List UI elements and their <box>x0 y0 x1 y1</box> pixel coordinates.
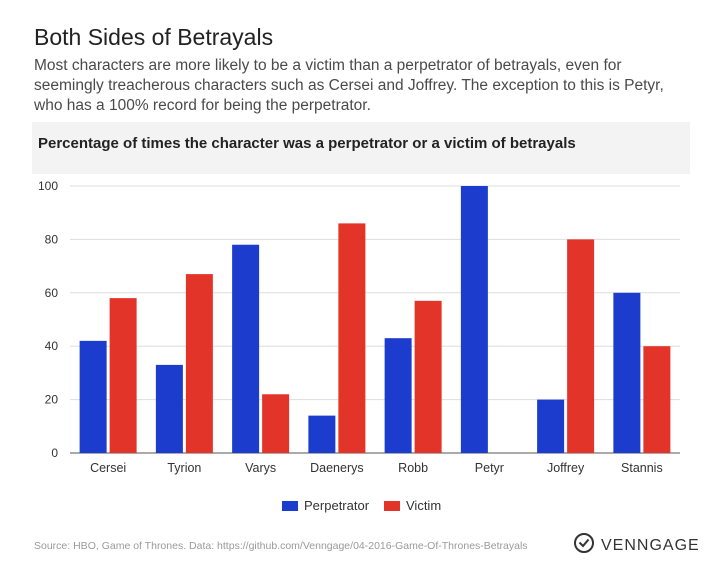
brand-logo: VENNGAGE <box>573 532 700 559</box>
legend-swatch-perpetrator <box>282 500 298 511</box>
x-tick-label: Robb <box>398 461 428 475</box>
bar-perpetrator-petyr <box>460 186 488 453</box>
bar-perpetrator-cersei <box>79 340 107 453</box>
legend-item-victim: Victim <box>384 498 441 513</box>
y-tick-label: 80 <box>45 232 59 246</box>
venngage-check-icon <box>573 532 595 559</box>
x-tick-label: Joffrey <box>547 461 585 475</box>
bar-victim-varys <box>262 394 290 453</box>
bar-victim-robb <box>414 300 442 453</box>
bar-victim-cersei <box>109 298 137 453</box>
legend-item-perpetrator: Perpetrator <box>282 498 369 513</box>
source-note: Source: HBO, Game of Thrones. Data: http… <box>34 540 528 552</box>
bar-victim-stannis <box>643 346 671 453</box>
y-tick-label: 0 <box>51 446 58 460</box>
bar-victim-tyrion <box>185 274 213 453</box>
bar-perpetrator-stannis <box>613 292 641 453</box>
x-tick-label: Cersei <box>90 461 126 475</box>
legend-label-victim: Victim <box>406 498 442 513</box>
y-tick-label: 100 <box>38 179 58 193</box>
chart-title: Percentage of times the character was a … <box>38 135 576 152</box>
bar-victim-daenerys <box>338 223 366 453</box>
bar-perpetrator-varys <box>232 244 260 453</box>
legend-swatch-victim <box>384 500 400 511</box>
legend-label-perpetrator: Perpetrator <box>304 498 370 513</box>
x-tick-label: Stannis <box>621 461 663 475</box>
chart-header: Percentage of times the character was a … <box>32 122 690 174</box>
bar-perpetrator-joffrey <box>537 399 565 453</box>
y-tick-label: 60 <box>45 286 59 300</box>
chart-legend: Perpetrator Victim <box>0 498 720 514</box>
bar-perpetrator-robb <box>384 338 412 453</box>
bar-perpetrator-daenerys <box>308 415 336 453</box>
x-tick-label: Petyr <box>475 461 504 475</box>
y-tick-label: 40 <box>45 339 59 353</box>
brand-name: VENNGAGE <box>601 536 700 554</box>
bar-perpetrator-tyrion <box>155 364 183 453</box>
x-tick-label: Varys <box>245 461 276 475</box>
page-title: Both Sides of Betrayals <box>34 24 274 50</box>
bar-victim-joffrey <box>567 239 595 453</box>
bar-chart: 0 20 40 60 80 100 Cersei Tyrion Varys Daenerys Rob… <box>38 179 680 475</box>
y-tick-label: 20 <box>45 393 59 407</box>
page-subtitle: Most characters are more likely to be a … <box>34 57 664 114</box>
x-tick-label: Daenerys <box>310 461 364 475</box>
x-tick-label: Tyrion <box>167 461 201 475</box>
